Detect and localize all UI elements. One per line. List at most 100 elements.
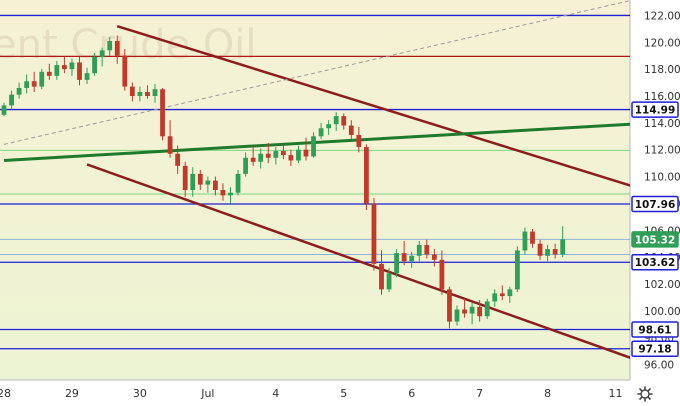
candle-up — [1, 102, 7, 117]
settings-button[interactable] — [637, 386, 653, 402]
price-badge-label: 114.99 — [635, 105, 676, 117]
candle-down — [167, 120, 173, 158]
candle-body — [273, 151, 279, 158]
candle-body — [348, 125, 354, 135]
candle-body — [129, 86, 135, 96]
time-axis-background — [0, 380, 630, 406]
candle-body — [371, 203, 377, 264]
candle-up — [416, 241, 422, 262]
candle-body — [190, 173, 196, 190]
candle-body — [477, 306, 483, 317]
candle-down — [371, 198, 377, 271]
candle-up — [409, 251, 415, 268]
x-tick-label: 28 — [0, 387, 11, 400]
price-badge-label: 105.32 — [635, 234, 676, 246]
candle-body — [545, 249, 550, 256]
candle-body — [205, 180, 211, 185]
price-badge-label: 97.18 — [638, 344, 671, 356]
candle-up — [84, 67, 90, 84]
x-tick-label: 29 — [65, 387, 79, 400]
price-badge-label: 98.61 — [638, 325, 671, 337]
price-badge-box — [631, 101, 679, 118]
candle-down — [114, 35, 120, 64]
candle-down — [250, 145, 256, 166]
candle-body — [499, 293, 505, 297]
candle-up — [205, 176, 211, 193]
x-tick-label: Jul — [200, 387, 214, 400]
candle-up — [326, 120, 332, 135]
candle-down — [530, 228, 535, 248]
candle-down — [477, 300, 483, 322]
price-badge: 107.96 — [631, 195, 679, 213]
plot-background — [0, 0, 630, 380]
candle-up — [492, 289, 498, 307]
candle-down — [552, 243, 558, 259]
y-tick-label: 96.00 — [644, 360, 674, 372]
y-tick-label: 112.00 — [644, 145, 680, 157]
candle-body — [394, 253, 399, 274]
candle-up — [318, 122, 324, 139]
candle-up — [560, 226, 566, 258]
candle-down — [31, 71, 37, 92]
candle-body — [537, 243, 543, 256]
candle-down — [364, 144, 369, 211]
price-badge-box — [631, 321, 679, 338]
candle-down — [341, 113, 347, 130]
price-badge: 103.62 — [631, 253, 679, 271]
x-tick-label: 5 — [340, 387, 347, 400]
candle-down — [356, 126, 362, 153]
candle-body — [1, 105, 7, 115]
candle-up — [296, 145, 301, 164]
price-badge: 105.32 — [631, 231, 679, 248]
candle-body — [99, 50, 105, 58]
candle-down — [175, 145, 181, 174]
candle-up — [137, 86, 143, 102]
price-badge-box — [631, 231, 679, 248]
candle-down — [46, 63, 52, 80]
candle-down — [213, 176, 218, 196]
candle-body — [462, 309, 467, 314]
candle-body — [122, 55, 128, 87]
candle-body — [31, 81, 37, 87]
candle-body — [469, 306, 475, 314]
candle-body — [114, 40, 120, 56]
candle-up — [333, 112, 339, 131]
trend-line-dashed-trend — [3, 0, 630, 145]
candle-up — [386, 267, 392, 293]
candle-body — [39, 71, 45, 87]
candle-body — [326, 124, 332, 129]
trend-line-green-trend — [3, 122, 630, 162]
candle-body — [386, 273, 392, 290]
candle-body — [62, 65, 67, 70]
candle-body — [220, 190, 226, 196]
candle-body — [288, 155, 294, 161]
candle-up — [99, 47, 105, 67]
price-badge-label: 107.96 — [635, 199, 676, 211]
y-tick-label: 110.00 — [644, 172, 680, 184]
candle-up — [152, 83, 158, 103]
candle-body — [552, 249, 558, 255]
candle-down — [439, 250, 445, 295]
candle-up — [228, 187, 233, 204]
candle-down — [447, 286, 452, 329]
candle-body — [439, 259, 445, 290]
candle-body — [447, 289, 452, 322]
candle-body — [364, 147, 369, 204]
candle-body — [24, 81, 30, 88]
candle-down — [280, 144, 286, 160]
candle-body — [484, 301, 490, 317]
candle-down — [265, 143, 271, 164]
candle-body — [296, 149, 301, 161]
candle-body — [69, 62, 75, 70]
candle-up — [54, 61, 60, 80]
candle-down — [160, 87, 165, 141]
candle-down — [401, 241, 407, 266]
candle-up — [39, 69, 45, 90]
candle-body — [84, 73, 90, 80]
candle-up — [69, 58, 75, 76]
candle-down — [62, 57, 67, 74]
candle-body — [318, 128, 324, 137]
trend-line-lower-channel — [86, 163, 630, 359]
candle-body — [182, 165, 188, 190]
